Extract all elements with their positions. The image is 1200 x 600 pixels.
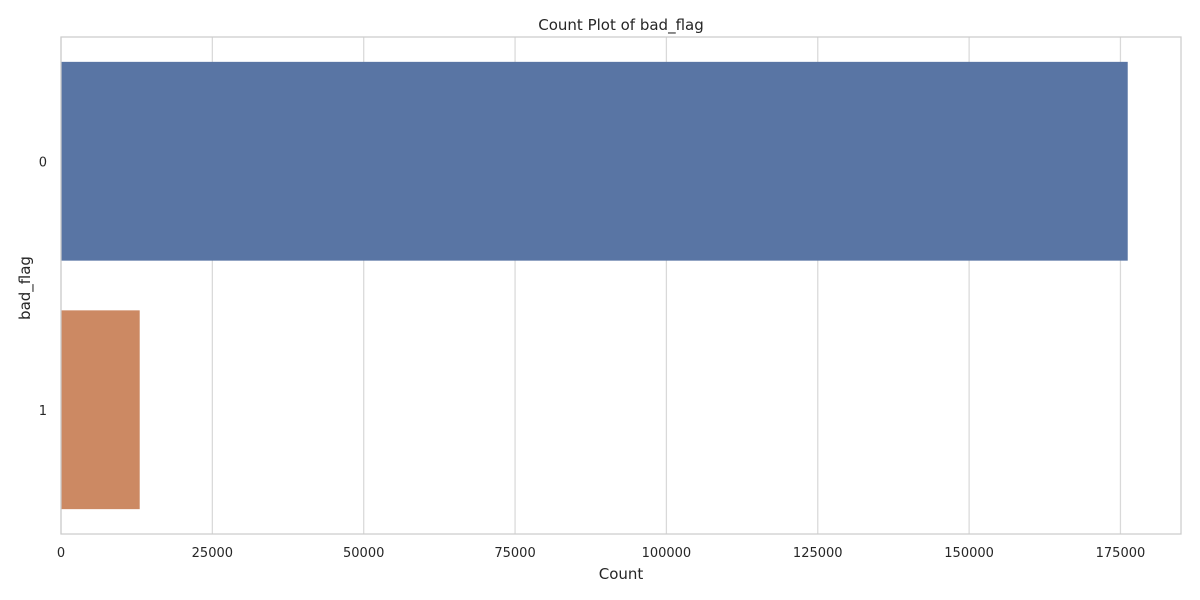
x-tick-label: 25000 [192, 546, 233, 561]
bar-0 [61, 61, 1128, 261]
chart-title: Count Plot of bad_flag [538, 16, 703, 35]
x-tick-label: 150000 [944, 546, 994, 561]
x-axis-label: Count [599, 565, 644, 583]
x-tick-label: 50000 [343, 546, 384, 561]
y-axis-label: bad_flag [16, 256, 35, 320]
plot-frame [60, 36, 1182, 535]
y-tick-labels: 01 [39, 155, 47, 419]
x-tick-label: 0 [57, 546, 65, 561]
x-tick-label: 125000 [793, 546, 843, 561]
y-tick-label: 1 [39, 404, 47, 419]
x-tick-label: 175000 [1096, 546, 1146, 561]
x-tick-labels: 0 25000 50000 75000 100000 125000 150000 175000 [57, 546, 1145, 561]
y-tick-label: 0 [39, 155, 47, 170]
x-tick-label: 100000 [642, 546, 692, 561]
bars [61, 61, 1128, 510]
bar-1 [61, 310, 140, 510]
x-tick-label: 75000 [494, 546, 535, 561]
